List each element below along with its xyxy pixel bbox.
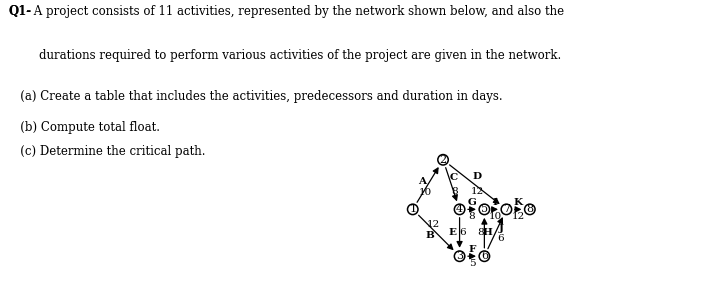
Text: 8: 8: [478, 228, 484, 237]
Text: 3: 3: [456, 251, 463, 261]
Text: 1: 1: [409, 204, 416, 214]
Circle shape: [479, 204, 489, 215]
Text: (a) Create a table that includes the activities, predecessors and duration in da: (a) Create a table that includes the act…: [9, 90, 502, 103]
Text: 8: 8: [452, 187, 458, 196]
Text: C: C: [450, 173, 458, 182]
Text: G: G: [468, 198, 476, 207]
Text: 10: 10: [418, 188, 432, 197]
Text: J: J: [498, 224, 503, 233]
Text: K: K: [513, 198, 523, 207]
Text: E: E: [449, 228, 457, 237]
Circle shape: [438, 155, 448, 165]
Text: 5: 5: [481, 204, 488, 214]
Text: H: H: [483, 228, 493, 237]
Text: B: B: [426, 231, 434, 240]
Text: 12: 12: [426, 220, 440, 229]
Text: 4: 4: [456, 204, 463, 214]
Text: 6: 6: [460, 228, 466, 237]
Text: Q1-: Q1-: [9, 5, 32, 18]
Text: 10: 10: [489, 212, 502, 221]
Circle shape: [479, 251, 489, 261]
Text: 7: 7: [503, 204, 510, 214]
Text: 8: 8: [526, 204, 534, 214]
Text: 6: 6: [481, 251, 488, 261]
Circle shape: [455, 251, 465, 261]
Circle shape: [455, 204, 465, 215]
Text: 6: 6: [497, 234, 503, 243]
Text: (b) Compute total float.: (b) Compute total float.: [9, 121, 160, 133]
Circle shape: [408, 204, 418, 215]
Text: 5: 5: [468, 259, 475, 268]
Text: (c) Determine the critical path.: (c) Determine the critical path.: [9, 145, 205, 158]
Text: Q1- A project consists of 11 activities, represented by the network shown below,: Q1- A project consists of 11 activities,…: [9, 5, 564, 18]
Text: 12: 12: [471, 187, 484, 196]
Text: 2: 2: [439, 155, 447, 165]
Text: I: I: [493, 198, 498, 207]
Text: 8: 8: [468, 212, 475, 221]
Text: F: F: [468, 245, 476, 254]
Text: A: A: [418, 177, 426, 186]
Text: D: D: [473, 172, 482, 181]
Circle shape: [501, 204, 512, 215]
Circle shape: [525, 204, 535, 215]
Text: 12: 12: [511, 212, 525, 221]
Text: durations required to perform various activities of the project are given in the: durations required to perform various ac…: [9, 49, 561, 62]
